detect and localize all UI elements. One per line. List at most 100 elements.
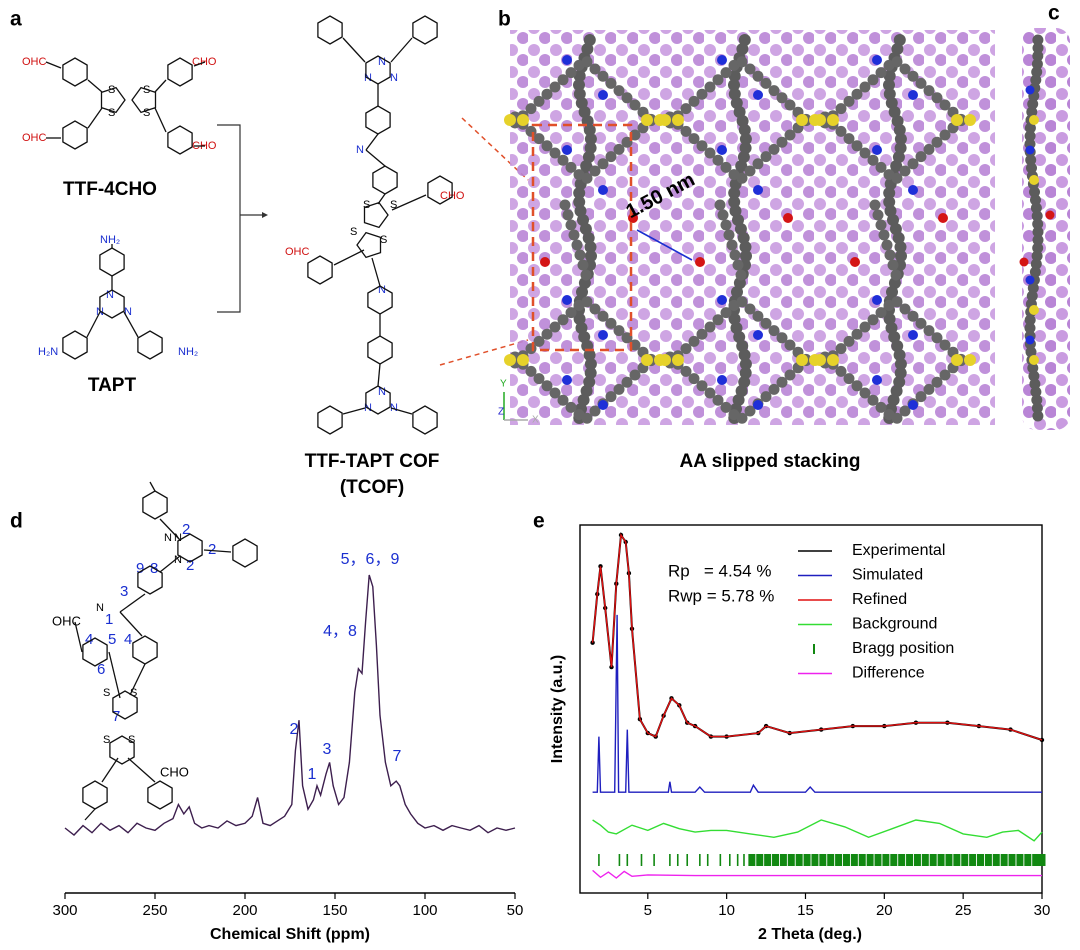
atom — [796, 114, 808, 126]
atom — [582, 151, 595, 163]
ring — [232, 538, 258, 568]
atom — [878, 229, 890, 241]
atom — [1029, 378, 1041, 390]
atom — [562, 145, 572, 155]
atom — [589, 165, 601, 177]
atom — [541, 380, 553, 392]
ring — [365, 105, 391, 135]
atom — [744, 165, 756, 177]
panel-label: b — [498, 8, 511, 31]
legend-label: Difference — [852, 665, 925, 682]
atom — [598, 90, 608, 100]
bond — [127, 757, 156, 783]
atom — [867, 394, 879, 406]
atom — [728, 79, 740, 91]
atom — [1032, 226, 1044, 238]
atom — [915, 391, 927, 403]
atom — [872, 375, 882, 385]
ring — [167, 125, 193, 155]
bond — [45, 61, 62, 69]
atom — [696, 140, 708, 152]
atom — [577, 214, 589, 226]
atom — [598, 330, 608, 340]
atom — [923, 85, 935, 97]
peak-label: 2 — [290, 721, 299, 738]
atom — [796, 354, 808, 366]
bond — [377, 363, 381, 387]
x-tick-label: 300 — [52, 902, 77, 919]
atom — [736, 56, 748, 68]
atom — [583, 124, 596, 136]
atom — [581, 412, 593, 424]
atom — [540, 257, 550, 267]
x-tick-label: 25 — [955, 902, 972, 919]
atom — [680, 343, 692, 355]
atom — [867, 74, 879, 86]
atom — [736, 43, 749, 55]
atom — [859, 321, 871, 333]
bond — [74, 621, 83, 653]
atom — [728, 187, 741, 199]
atom — [923, 143, 935, 155]
ring — [317, 405, 343, 435]
bond — [159, 555, 181, 573]
atom — [753, 185, 763, 195]
atom — [760, 391, 772, 403]
y-axis-label: Intensity (a.u.) — [549, 655, 566, 763]
atom — [736, 340, 749, 352]
peak-label: 3 — [323, 741, 332, 758]
compound-name: TAPT — [88, 375, 137, 396]
ring — [372, 165, 398, 195]
atom — [728, 70, 741, 82]
atom — [714, 199, 726, 211]
atom — [875, 161, 887, 173]
atom — [1030, 202, 1042, 214]
atom — [893, 349, 906, 361]
atom — [752, 158, 764, 170]
atom — [720, 67, 732, 79]
atom — [892, 232, 905, 244]
bond — [159, 518, 181, 541]
atom — [533, 373, 545, 385]
atom — [886, 286, 898, 298]
ring — [99, 247, 125, 277]
atom-label: N — [106, 289, 114, 301]
atom — [776, 376, 788, 388]
ring — [82, 780, 108, 810]
atom — [883, 187, 896, 199]
atom — [784, 369, 796, 381]
x-tick-label: 250 — [142, 902, 167, 919]
atom — [892, 151, 905, 163]
panel-label: d — [10, 510, 23, 533]
atom — [732, 214, 744, 226]
atom — [1025, 145, 1035, 155]
bond — [87, 79, 103, 93]
atom — [605, 77, 617, 89]
atom — [1025, 335, 1035, 345]
atom-label: S — [108, 84, 115, 96]
panel-a: OHC CHO OHC CHO NH₂ H₂N NH₂ CHO OHC N N … — [22, 15, 529, 498]
unit-cell — [531, 123, 633, 352]
atom — [776, 136, 788, 148]
bond — [129, 663, 146, 696]
atom — [583, 376, 596, 388]
atom — [517, 114, 529, 126]
bond — [149, 481, 156, 492]
atom — [562, 375, 572, 385]
atom — [680, 103, 692, 115]
atom — [1032, 34, 1044, 46]
atom — [584, 133, 597, 145]
compound-name: TTF-4CHO — [63, 179, 157, 200]
atom — [729, 249, 741, 261]
ring — [62, 57, 88, 87]
atom-label: NH₂ — [178, 346, 198, 358]
atom — [744, 63, 756, 75]
ring — [147, 780, 173, 810]
atom — [1031, 58, 1043, 70]
atom-label: H₂N — [38, 346, 58, 358]
atom — [1030, 194, 1041, 206]
legend-label: Bragg position — [852, 640, 954, 657]
atom-number: 2 — [208, 541, 216, 558]
atom — [525, 103, 537, 115]
atom — [869, 199, 881, 211]
